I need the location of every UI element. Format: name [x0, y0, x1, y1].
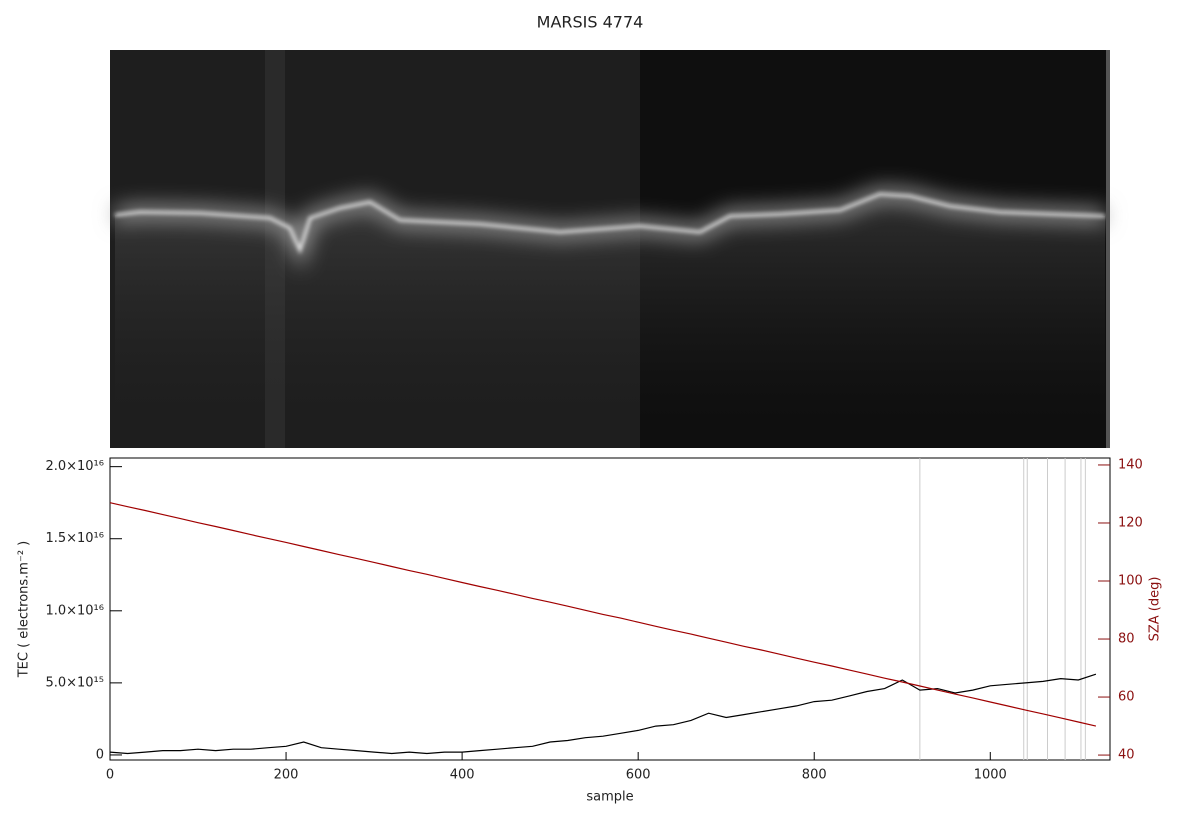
y2-tick-label: 120	[1118, 515, 1143, 530]
y2-tick-label: 100	[1118, 574, 1143, 589]
x-tick-label: 1000	[974, 768, 1007, 783]
y2-axis-label: SZA (deg)	[1148, 577, 1163, 642]
y2-tick-label: 80	[1118, 632, 1135, 647]
y2-tick-label: 140	[1118, 457, 1143, 472]
chart-title: MARSIS 4774	[537, 13, 644, 32]
y-tick-label: 2.0×10¹⁶	[45, 459, 104, 474]
x-tick-label: 600	[626, 768, 651, 783]
y2-tick-label: 60	[1118, 690, 1135, 705]
y2-tick-label: 40	[1118, 748, 1135, 763]
y-tick-label: 1.0×10¹⁶	[45, 603, 104, 618]
radargram	[110, 50, 1110, 448]
x-tick-label: 800	[802, 768, 827, 783]
plot-frame	[109, 457, 1111, 761]
y-tick-label: 0	[96, 747, 104, 762]
x-tick-label: 0	[106, 768, 114, 783]
series-line	[109, 673, 1097, 755]
series-line	[109, 502, 1097, 727]
y-tick-label: 1.5×10¹⁶	[45, 531, 104, 546]
x-tick-label: 400	[450, 768, 475, 783]
y-axis-label: TEC ( electrons.m⁻² )	[17, 541, 32, 679]
y-tick-label: 5.0×10¹⁵	[45, 675, 104, 690]
x-tick-label: 200	[274, 768, 299, 783]
x-axis-label: sample	[586, 790, 633, 805]
